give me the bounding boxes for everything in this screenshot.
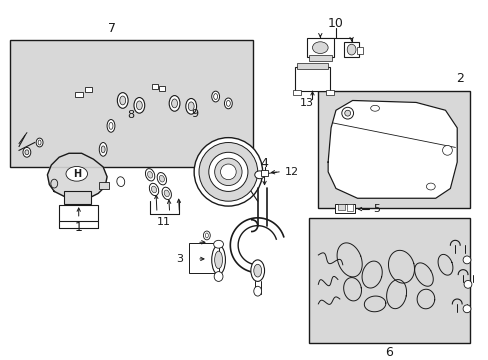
Circle shape — [214, 158, 242, 185]
Ellipse shape — [101, 146, 105, 153]
Circle shape — [462, 256, 470, 264]
Circle shape — [463, 280, 471, 288]
Ellipse shape — [25, 150, 29, 155]
Ellipse shape — [224, 98, 232, 109]
Ellipse shape — [120, 96, 125, 105]
Ellipse shape — [426, 183, 434, 190]
Bar — [337, 204, 344, 210]
Bar — [308, 218, 469, 343]
Bar — [346, 204, 352, 211]
Ellipse shape — [185, 99, 196, 114]
Ellipse shape — [151, 186, 156, 193]
Circle shape — [462, 305, 470, 313]
Ellipse shape — [312, 42, 327, 54]
Text: 6: 6 — [385, 346, 392, 359]
Ellipse shape — [253, 264, 261, 277]
Ellipse shape — [162, 187, 171, 199]
Ellipse shape — [205, 233, 208, 238]
Ellipse shape — [188, 102, 194, 111]
Ellipse shape — [145, 168, 155, 181]
Bar — [325, 90, 333, 95]
Ellipse shape — [107, 120, 115, 132]
Bar — [343, 42, 359, 58]
Text: 2: 2 — [455, 72, 463, 85]
Bar — [292, 90, 300, 95]
Text: 11: 11 — [157, 217, 170, 227]
Text: 5: 5 — [372, 204, 379, 214]
Ellipse shape — [157, 172, 166, 185]
Text: H: H — [73, 169, 81, 179]
Ellipse shape — [149, 183, 159, 195]
Ellipse shape — [250, 260, 264, 282]
Circle shape — [442, 145, 451, 155]
Ellipse shape — [66, 166, 87, 181]
Text: 4: 4 — [260, 157, 268, 170]
Ellipse shape — [346, 44, 355, 55]
Circle shape — [208, 152, 247, 192]
Ellipse shape — [136, 101, 142, 110]
Bar — [334, 204, 354, 213]
Bar — [64, 192, 91, 204]
Circle shape — [199, 143, 257, 201]
Ellipse shape — [211, 245, 225, 275]
Ellipse shape — [226, 100, 230, 106]
Ellipse shape — [164, 190, 169, 197]
Bar — [10, 40, 252, 167]
Ellipse shape — [211, 91, 219, 102]
Ellipse shape — [38, 140, 41, 145]
Polygon shape — [327, 100, 456, 198]
Text: 9: 9 — [191, 109, 198, 119]
Bar — [75, 92, 82, 96]
Text: 8: 8 — [127, 110, 134, 120]
Text: 10: 10 — [327, 17, 343, 30]
Bar — [99, 182, 109, 189]
Bar — [357, 47, 363, 54]
Ellipse shape — [169, 95, 180, 111]
Ellipse shape — [203, 231, 210, 240]
Ellipse shape — [99, 143, 107, 156]
Ellipse shape — [51, 179, 58, 188]
Ellipse shape — [23, 147, 31, 157]
Bar — [294, 67, 329, 91]
Bar — [152, 84, 158, 89]
Bar — [308, 55, 331, 61]
Text: 3: 3 — [176, 254, 183, 264]
Ellipse shape — [159, 175, 164, 182]
Bar — [306, 38, 333, 58]
Ellipse shape — [117, 93, 128, 108]
Ellipse shape — [117, 177, 124, 186]
Bar — [296, 63, 327, 69]
Ellipse shape — [213, 240, 223, 248]
Ellipse shape — [254, 171, 264, 179]
Bar — [318, 91, 469, 208]
Text: 13: 13 — [299, 98, 313, 108]
Polygon shape — [47, 153, 107, 199]
Circle shape — [220, 164, 236, 180]
Circle shape — [344, 110, 350, 116]
Bar — [159, 86, 164, 91]
Ellipse shape — [171, 99, 177, 108]
Text: 1: 1 — [75, 221, 82, 234]
Bar — [84, 87, 92, 92]
Ellipse shape — [214, 251, 222, 269]
Text: 7: 7 — [108, 22, 116, 35]
Ellipse shape — [109, 122, 113, 129]
Ellipse shape — [36, 138, 43, 147]
Ellipse shape — [147, 171, 152, 178]
Bar — [260, 170, 268, 176]
Ellipse shape — [213, 94, 217, 99]
Circle shape — [194, 138, 262, 206]
Text: 12: 12 — [285, 167, 299, 177]
Bar — [189, 243, 218, 273]
Ellipse shape — [214, 272, 223, 282]
Bar — [59, 205, 98, 221]
Ellipse shape — [370, 105, 379, 111]
Ellipse shape — [134, 98, 144, 113]
Ellipse shape — [253, 286, 261, 296]
Circle shape — [341, 107, 353, 119]
